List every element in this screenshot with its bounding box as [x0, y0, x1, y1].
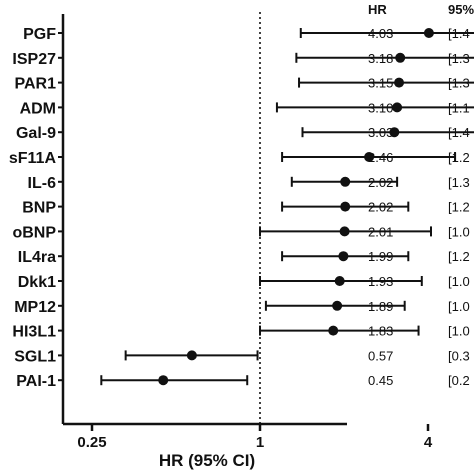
row-label: HI3L1 [12, 324, 56, 341]
hr-value: 2.01 [368, 224, 393, 239]
ci-value: [0.2 [448, 373, 470, 388]
hr-point [423, 28, 434, 38]
row-label: PAI-1 [16, 373, 56, 390]
ci-value: [1.0 [448, 299, 470, 314]
hr-value: 3.15 [368, 76, 393, 91]
hr-value: 1.93 [368, 274, 393, 289]
hr-value: 3.18 [368, 51, 393, 66]
hr-point [364, 152, 375, 162]
hr-value: 1.83 [368, 324, 393, 339]
ci-value: [1.3 [448, 175, 470, 190]
hr-point [334, 276, 345, 286]
row-label: SGL1 [14, 348, 56, 365]
hr-value: 2.02 [368, 175, 393, 190]
x-axis-ticks: 0.251416 [77, 424, 433, 451]
ci-value: [1.0 [448, 274, 470, 289]
ci-value: [1.0 [448, 224, 470, 239]
hr-point [395, 52, 406, 63]
x-tick-label: 4 [424, 434, 433, 451]
row-label: Gal-9 [16, 125, 56, 142]
hr-value: 0.57 [368, 348, 393, 363]
row-label: ISP27 [12, 51, 56, 68]
ci-value: [1.4 [448, 125, 470, 140]
row-label: IL4ra [18, 249, 56, 266]
ci-value: [1.4 [448, 26, 470, 41]
hr-point [340, 201, 351, 212]
ci-value: [0.3 [448, 348, 470, 363]
hr-value: 3.10 [368, 100, 393, 115]
ci-value: [1.3 [448, 76, 470, 91]
ci-column-header: 95% [448, 2, 474, 17]
row-label: IL-6 [28, 175, 57, 192]
ci-value: [1.2 [448, 200, 470, 215]
row-label: ADM [20, 100, 56, 117]
hr-point [338, 251, 349, 262]
hr-point [394, 77, 405, 88]
hr-value: 4.03 [368, 26, 393, 41]
hr-value: 0.45 [368, 373, 393, 388]
hr-point [328, 325, 339, 336]
ci-value: [1.2 [448, 150, 470, 165]
hr-point [158, 375, 169, 386]
hr-point [186, 350, 197, 361]
hr-point [339, 226, 350, 237]
row-label: PAR1 [15, 76, 57, 93]
row-label: MP12 [14, 299, 56, 316]
ci-value: [1.2 [448, 249, 470, 264]
hr-columns: HR 95% 4.03 [1.4 3.18 [1.3 3.15 [1.3 3.10 [1.1 3… [368, 2, 474, 388]
hr-value: 3.03 [368, 125, 393, 140]
hr-column-header: HR [368, 2, 387, 17]
x-axis-title: HR (95% CI) [159, 451, 255, 470]
plot-axes [61, 12, 347, 426]
row-label: oBNP [12, 224, 56, 241]
x-tick-label: 0.25 [77, 434, 106, 451]
ci-value: [1.0 [448, 324, 470, 339]
row-label: sF11A [9, 150, 57, 167]
hr-point [392, 102, 403, 113]
ci-value: [1.1 [448, 100, 470, 115]
row-label: Dkk1 [18, 274, 56, 291]
hr-point [332, 300, 343, 311]
hr-value: 2.46 [368, 150, 393, 165]
hr-value: 1.99 [368, 249, 393, 264]
ci-value: [1.3 [448, 51, 470, 66]
hazard-ratio-marks [100, 28, 474, 386]
hr-point [389, 127, 400, 138]
hr-value: 1.89 [368, 299, 393, 314]
hr-point [340, 176, 351, 187]
x-tick-label: 1 [256, 434, 264, 451]
row-label: PGF [23, 26, 56, 43]
hr-value: 2.02 [368, 200, 393, 215]
row-labels: PGF ISP27 PAR1 ADM Gal-9 sF11A IL-6 BNP oBNP IL4r… [9, 26, 63, 390]
row-label: BNP [22, 200, 56, 217]
